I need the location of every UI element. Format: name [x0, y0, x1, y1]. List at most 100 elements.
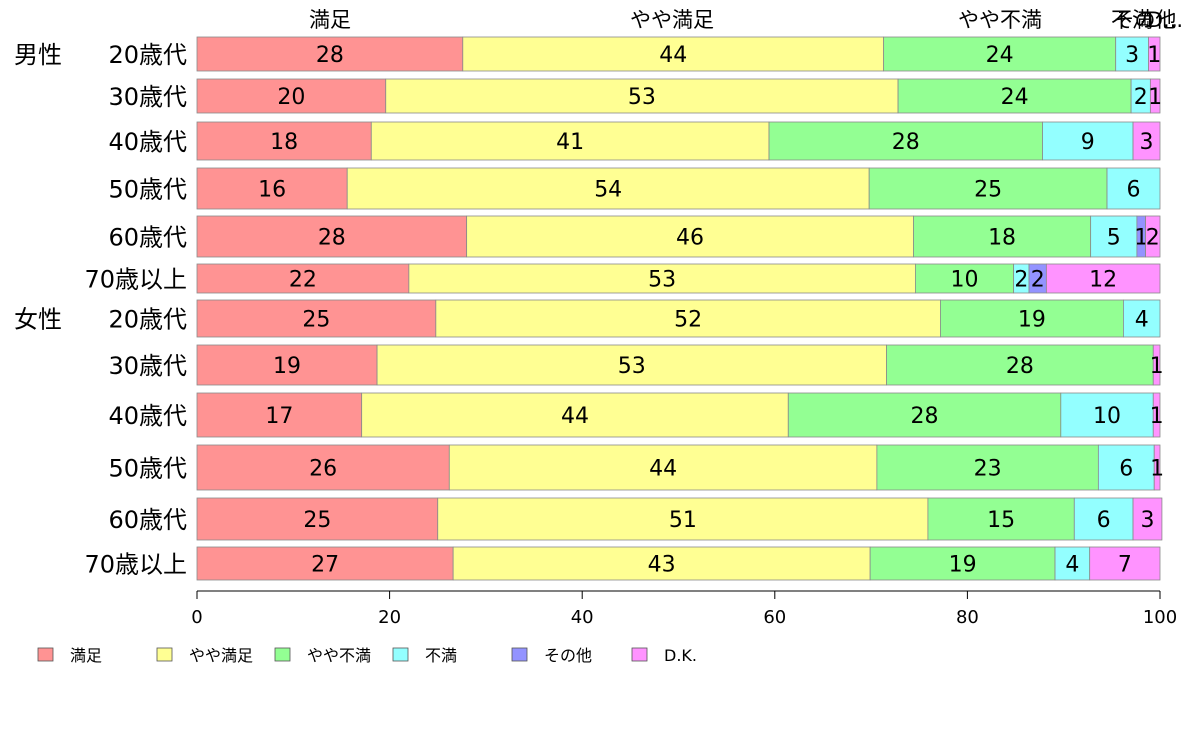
data-label: 6: [1119, 457, 1133, 482]
data-label: 4: [1065, 553, 1079, 578]
bar-segment: [1123, 299, 1161, 338]
data-label: 46: [676, 226, 704, 251]
legend-label: やや不満: [307, 646, 371, 665]
bar-segment: [1060, 392, 1154, 438]
category-label: 40歳代: [108, 402, 187, 430]
data-label: 18: [988, 226, 1016, 251]
data-label: 4: [1135, 308, 1149, 333]
bar-segment: [1054, 546, 1091, 581]
bar-segment: [787, 392, 1062, 438]
bar-segment: [869, 546, 1056, 581]
data-label: 2: [1031, 268, 1045, 293]
top-series-label: その他: [1114, 8, 1177, 32]
data-label: 5: [1107, 226, 1121, 251]
bar-segment: [1152, 344, 1161, 386]
data-label: 10: [1093, 404, 1121, 429]
legend-label: D.K.: [664, 646, 697, 665]
category-label: 70歳以上: [84, 551, 187, 579]
bar-segment: [1145, 215, 1161, 258]
category-label: 30歳代: [108, 352, 187, 380]
top-series-label: やや満足: [630, 8, 714, 32]
bar-segment: [1148, 36, 1161, 72]
category-label: 60歳代: [108, 224, 187, 252]
data-label: 52: [674, 308, 702, 333]
category-label: 20歳代: [108, 306, 187, 334]
data-label: 3: [1140, 508, 1154, 533]
data-label: 19: [1018, 308, 1046, 333]
top-series-label: 不満: [1111, 8, 1153, 32]
bar-segment: [1152, 392, 1161, 438]
x-tick-label: 100: [1143, 607, 1177, 628]
data-label: 43: [648, 553, 676, 578]
bar-segment: [1149, 78, 1161, 114]
data-label: 19: [273, 354, 301, 379]
legend-label: やや満足: [189, 646, 253, 665]
data-label: 51: [669, 508, 697, 533]
bar-segment: [346, 167, 870, 210]
top-series-label: 満足: [309, 8, 351, 32]
bar-segment: [868, 167, 1108, 210]
data-label: 2: [1146, 226, 1160, 251]
data-label: 6: [1097, 508, 1111, 533]
data-label: 28: [316, 43, 344, 68]
data-label: 28: [1006, 354, 1034, 379]
data-label: 2: [1014, 268, 1028, 293]
bar-segment: [897, 78, 1132, 114]
bar-segment: [883, 36, 1117, 72]
category-label: 40歳代: [108, 128, 187, 156]
x-tick-label: 0: [191, 607, 202, 628]
bar-segment: [1073, 497, 1134, 541]
bar-segment: [940, 299, 1124, 338]
bar-segment: [913, 215, 1092, 258]
data-label: 22: [289, 268, 317, 293]
bar-segment: [196, 392, 363, 438]
data-label: 12: [1089, 268, 1117, 293]
group-label: 男性: [14, 41, 62, 69]
x-tick-label: 20: [378, 607, 401, 628]
legend-swatch: [37, 647, 54, 662]
bar-segment: [1045, 263, 1161, 294]
data-label: 53: [648, 268, 676, 293]
category-label: 50歳代: [108, 455, 187, 483]
bar-segment: [196, 36, 464, 72]
bar-segment: [448, 444, 878, 491]
data-label: 1: [1148, 85, 1162, 110]
bar-segment: [1132, 497, 1163, 541]
bar-segment: [437, 497, 929, 541]
data-label: 1: [1134, 226, 1148, 251]
bar-segment: [435, 299, 941, 338]
bar-segment: [370, 121, 770, 161]
bar-segment: [886, 344, 1154, 386]
bar-segment: [462, 36, 885, 72]
bar-segment: [768, 121, 1043, 161]
group-label: 女性: [14, 306, 62, 334]
data-label: 41: [556, 130, 584, 155]
bar-segment: [452, 546, 871, 581]
data-label: 44: [659, 43, 687, 68]
data-label: 7: [1118, 553, 1132, 578]
legend-label: 不満: [425, 646, 457, 665]
top-series-label: やや不満: [958, 8, 1042, 32]
x-tick-label: 80: [956, 607, 979, 628]
data-label: 28: [892, 130, 920, 155]
bar-segment: [196, 78, 387, 114]
bar-segment: [196, 167, 348, 210]
category-label: 60歳代: [108, 506, 187, 534]
legend-label: 満足: [70, 646, 102, 665]
bar-segment: [196, 299, 437, 338]
bar-segment: [196, 546, 454, 581]
x-tick-label: 40: [571, 607, 594, 628]
data-label: 15: [987, 508, 1015, 533]
data-label: 27: [311, 553, 339, 578]
data-label: 54: [594, 178, 622, 203]
data-label: 1: [1147, 43, 1161, 68]
data-label: 24: [1001, 85, 1029, 110]
data-label: 53: [628, 85, 656, 110]
data-label: 20: [277, 85, 305, 110]
bar-segment: [196, 444, 450, 491]
data-label: 17: [265, 404, 293, 429]
data-label: 16: [258, 178, 286, 203]
data-label: 25: [302, 308, 330, 333]
